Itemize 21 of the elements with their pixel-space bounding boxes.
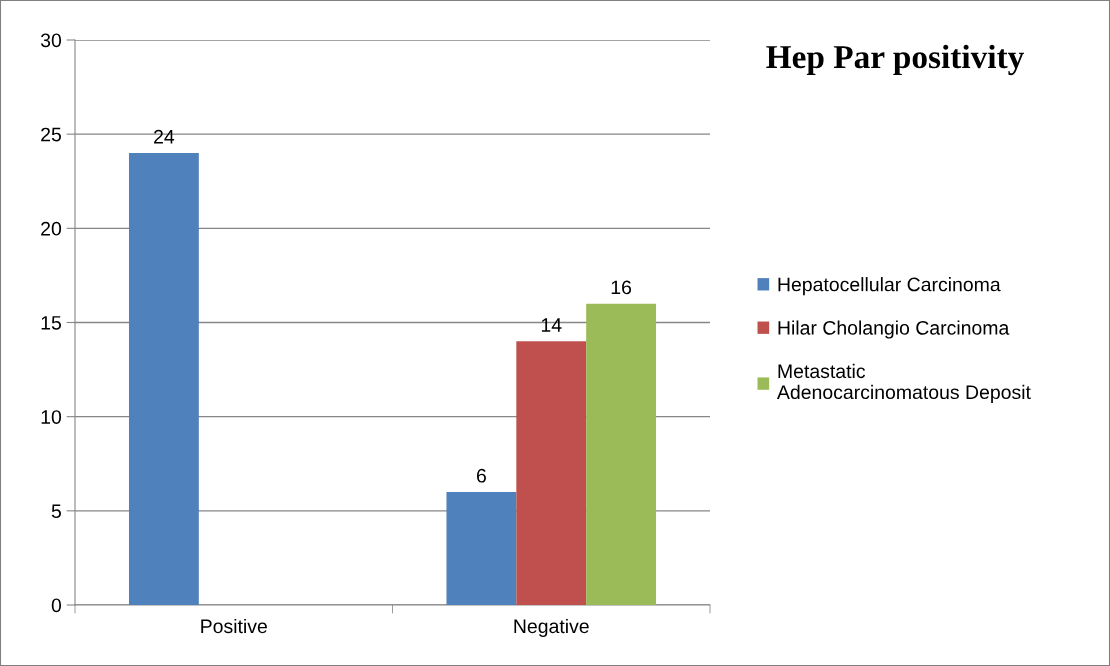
bar xyxy=(128,153,199,605)
y-tick-label: 5 xyxy=(51,504,61,519)
y-tick-label: 15 xyxy=(41,316,61,330)
x-tick-label: Negative xyxy=(514,618,589,638)
x-tick-label: Positive xyxy=(201,618,267,634)
data-label: 24 xyxy=(154,129,175,144)
y-tick-label: 20 xyxy=(41,221,62,236)
data-label: 6 xyxy=(476,468,486,483)
legend-label: Metastatic Adenocarcinomatous Deposit xyxy=(776,363,1031,403)
text: Hep Par positivity xyxy=(766,44,1025,76)
data-label: 14 xyxy=(541,318,562,332)
legend-label: Hilar Cholangio Carcinoma xyxy=(778,320,1010,339)
bar xyxy=(446,492,517,605)
bar xyxy=(586,303,657,605)
data-label: 16 xyxy=(611,280,632,295)
bar xyxy=(516,341,587,605)
legend-label: Hepatocellular Carcinoma xyxy=(778,277,1001,296)
y-tick-label: 10 xyxy=(41,410,62,424)
y-tick-label: 30 xyxy=(40,33,62,48)
y-tick-label: 25 xyxy=(41,127,61,142)
y-tick-label: 0 xyxy=(51,598,62,613)
